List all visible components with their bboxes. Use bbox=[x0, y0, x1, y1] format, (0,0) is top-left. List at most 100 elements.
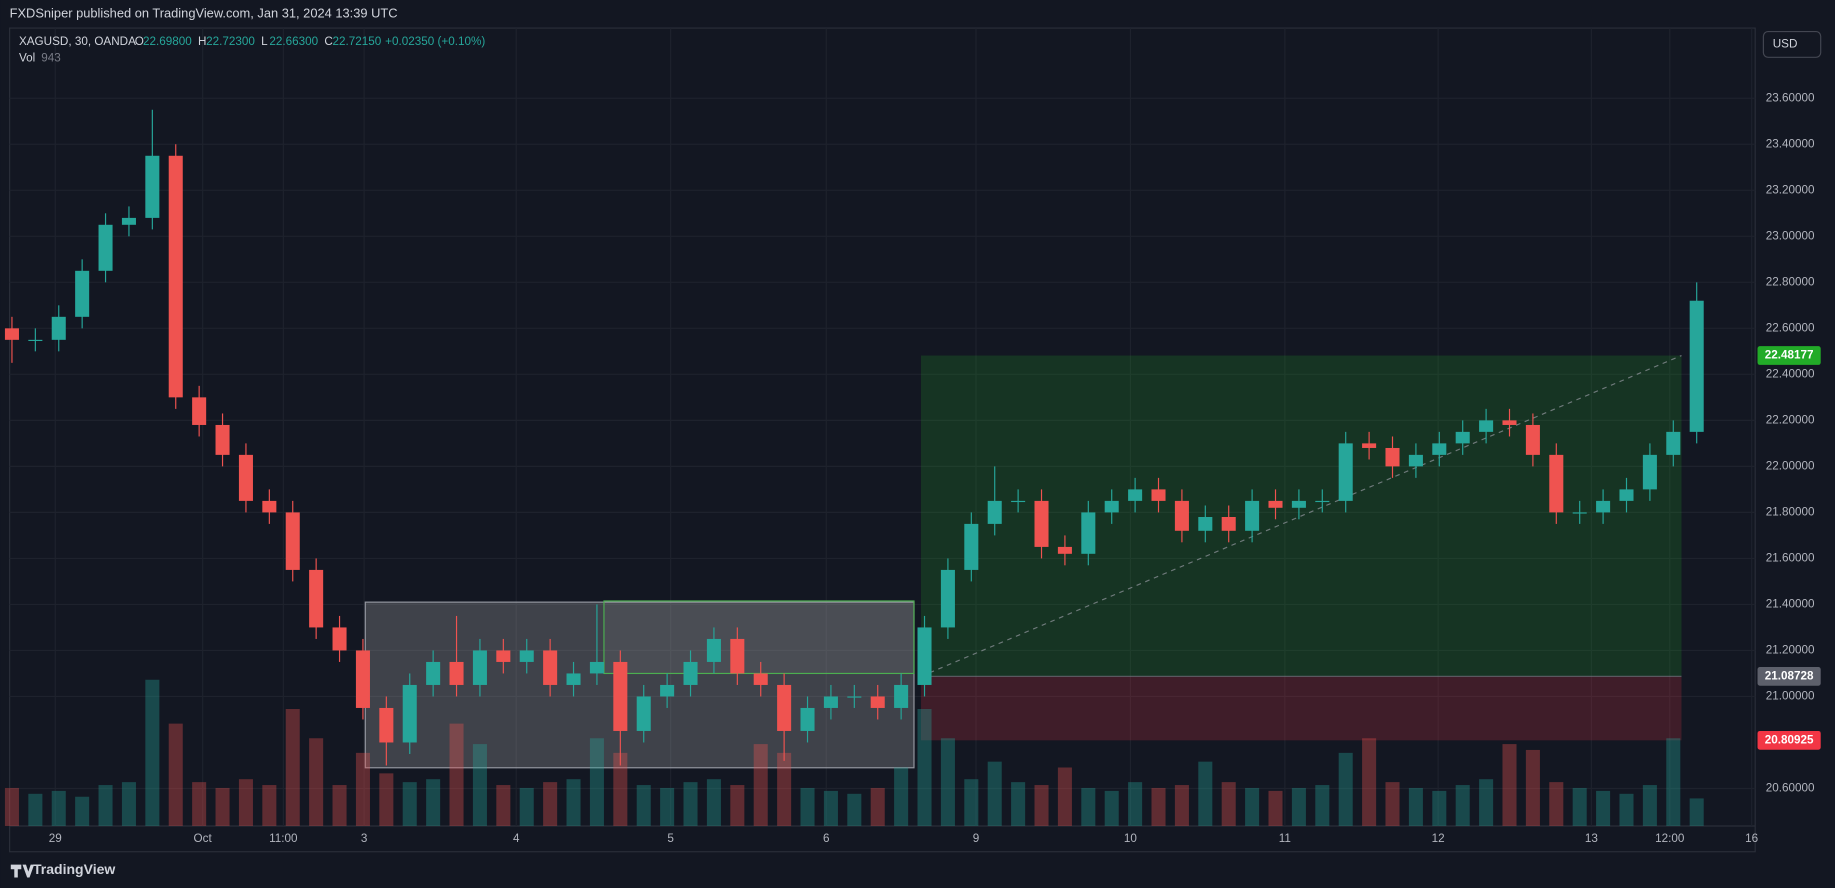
volume-bar bbox=[98, 785, 113, 826]
x-tick-label: 13 bbox=[1585, 832, 1598, 845]
candle-body bbox=[98, 224, 113, 271]
candle-body bbox=[51, 316, 66, 340]
volume-bar bbox=[121, 782, 136, 826]
candle-body bbox=[168, 155, 183, 398]
volume-bar bbox=[1572, 787, 1587, 826]
volume-bar bbox=[1432, 790, 1447, 826]
candle-body bbox=[940, 569, 955, 628]
volume-bar bbox=[1011, 782, 1026, 826]
brand: TradingView bbox=[33, 861, 115, 877]
candle-body bbox=[1479, 420, 1494, 432]
x-tick-label: 6 bbox=[823, 832, 830, 845]
candle-body bbox=[75, 270, 90, 317]
candle-body bbox=[1338, 443, 1353, 501]
candle-body bbox=[870, 696, 885, 708]
volume-bar bbox=[519, 787, 534, 826]
volume-bar bbox=[309, 738, 324, 826]
publisher: FXDSniper published on TradingView.com, … bbox=[10, 5, 398, 20]
volume-bar bbox=[145, 679, 160, 826]
volume-bar bbox=[1315, 785, 1330, 826]
candle-body bbox=[1642, 454, 1657, 490]
volume-bar bbox=[75, 796, 90, 826]
candle-body bbox=[215, 424, 230, 455]
y-tick-label: 21.20000 bbox=[1766, 644, 1815, 657]
currency-label[interactable]: USD bbox=[1773, 38, 1798, 51]
volume-bar bbox=[1455, 785, 1470, 826]
volume-bar bbox=[496, 785, 511, 826]
volume-bar bbox=[870, 787, 885, 826]
volume-bar bbox=[332, 785, 347, 826]
volume-bar bbox=[660, 787, 675, 826]
candle-body bbox=[1151, 489, 1166, 501]
candle-body bbox=[800, 707, 815, 731]
candle-body bbox=[4, 328, 19, 340]
volume-bar bbox=[823, 790, 838, 826]
volume-bar bbox=[402, 782, 417, 826]
price-label: 22.48177 bbox=[1765, 349, 1814, 362]
legend-key: C bbox=[324, 35, 332, 48]
x-tick-label: 9 bbox=[973, 832, 980, 845]
candle-body bbox=[543, 650, 558, 685]
price-label-bg bbox=[1757, 667, 1821, 686]
y-tick-label: 20.60000 bbox=[1766, 782, 1815, 795]
legend-key: H bbox=[198, 35, 206, 48]
x-tick-label: 11:00 bbox=[269, 832, 298, 845]
candle-body bbox=[519, 650, 534, 662]
volume-bar bbox=[28, 793, 43, 826]
candle-body bbox=[28, 339, 43, 342]
volume-bar bbox=[1104, 790, 1119, 826]
candle-body bbox=[449, 661, 464, 685]
y-tick-label: 21.80000 bbox=[1766, 505, 1815, 518]
candle-body bbox=[192, 397, 207, 425]
volume-bar bbox=[730, 785, 745, 826]
legend-value: 22.72300 bbox=[206, 35, 255, 48]
volume-bar bbox=[800, 787, 815, 826]
candle-body bbox=[1174, 500, 1189, 531]
candle-body bbox=[917, 627, 932, 685]
volume-bar bbox=[917, 708, 932, 826]
volume-bar bbox=[753, 744, 768, 826]
candle-body bbox=[1034, 500, 1049, 547]
y-tick-label: 22.40000 bbox=[1766, 367, 1815, 380]
volume-bar bbox=[1385, 782, 1400, 826]
price-label: 20.80925 bbox=[1765, 733, 1814, 746]
volume-bar bbox=[426, 779, 441, 826]
volume-bar bbox=[1642, 785, 1657, 826]
y-tick-label: 23.40000 bbox=[1766, 137, 1815, 150]
volume-bar bbox=[1549, 782, 1564, 826]
candle-body bbox=[1408, 454, 1423, 467]
overlays bbox=[9, 28, 1756, 826]
candle-body bbox=[1221, 516, 1236, 531]
volume-bar bbox=[215, 787, 230, 826]
volume-bar bbox=[1596, 790, 1611, 826]
volume-bar bbox=[1525, 749, 1540, 826]
candle-body bbox=[238, 454, 253, 501]
currency-button[interactable] bbox=[1762, 31, 1822, 58]
projection-line bbox=[920, 354, 1682, 677]
candle-body bbox=[1362, 443, 1377, 448]
volume-bar bbox=[1245, 787, 1260, 826]
volume-bar bbox=[1689, 798, 1704, 826]
candle-body bbox=[823, 696, 838, 708]
x-tick-label: 12:00 bbox=[1655, 832, 1685, 845]
y-tick-label: 21.40000 bbox=[1766, 598, 1815, 611]
candle-body bbox=[1432, 443, 1447, 455]
candle-body bbox=[332, 627, 347, 651]
volume-bar bbox=[1057, 767, 1072, 826]
volume-bar bbox=[1666, 738, 1681, 826]
x-tick-label: 16 bbox=[1745, 832, 1758, 845]
volume-bar bbox=[1291, 787, 1306, 826]
x-tick-label: 5 bbox=[667, 832, 674, 845]
candle-body bbox=[1315, 500, 1330, 503]
candle-body bbox=[683, 661, 698, 685]
candle-body bbox=[1057, 546, 1072, 554]
symbol: XAGUSD, 30, OANDA bbox=[19, 35, 136, 48]
marks bbox=[4, 109, 1704, 826]
x-tick-label: 4 bbox=[513, 832, 520, 845]
volume-bar bbox=[894, 767, 909, 826]
candle-body bbox=[777, 684, 792, 731]
candle-body bbox=[426, 661, 441, 685]
volume-bar bbox=[192, 782, 207, 826]
legend-key: L bbox=[261, 35, 268, 48]
x-tick-label: 11 bbox=[1279, 832, 1291, 845]
